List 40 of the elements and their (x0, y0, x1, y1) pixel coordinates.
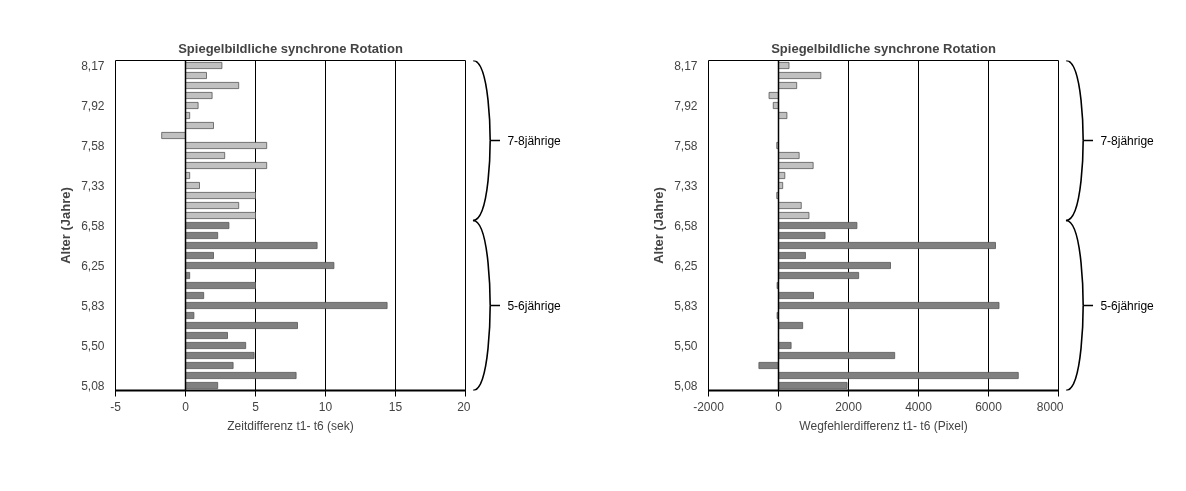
y-tick-label: 7,33 (674, 179, 698, 193)
text: 5-6jährige (507, 298, 562, 313)
x-tick-label: 0 (182, 399, 190, 414)
y-tick-label: 5,08 (81, 379, 105, 393)
y-tick-label: 5,08 (674, 379, 698, 393)
x-tick-label: 4000 (905, 399, 933, 414)
y-tick-label: 6,58 (81, 219, 105, 233)
y-tick-label: 8,17 (674, 59, 698, 73)
x-tick-label: -5 (110, 399, 122, 414)
x-tick-label: 8000 (1036, 399, 1064, 414)
x-tick-label: 5 (252, 399, 260, 414)
chart-title: Spiegelbildliche synchrone Rotation (178, 40, 403, 56)
text: 7-8jährige (507, 133, 562, 148)
y-tick-label: 6,25 (674, 259, 698, 273)
y-axis-title: Alter (Jahre) (58, 187, 74, 264)
y-tick-label: 6,25 (81, 259, 105, 273)
y-tick-label: 5,50 (81, 339, 105, 353)
y-tick-label: 5,83 (81, 299, 105, 313)
text: 5-6jährige (1100, 298, 1155, 313)
text: 7-8jährige (1100, 133, 1155, 148)
x-tick-label: 15 (388, 399, 403, 414)
y-axis-title: Alter (Jahre) (651, 187, 667, 264)
x-tick-label: 2000 (835, 399, 863, 414)
y-tick-label: 6,58 (674, 219, 698, 233)
x-tick-label: 10 (318, 399, 333, 414)
x-axis-title: Zeitdifferenz t1- t6 (sek) (227, 418, 354, 433)
x-tick-label: 20 (457, 399, 471, 414)
y-tick-label: 7,92 (674, 99, 698, 113)
y-tick-label: 7,33 (81, 179, 105, 193)
y-tick-label: 7,58 (674, 139, 698, 153)
y-tick-label: 8,17 (81, 59, 105, 73)
x-tick-label: 6000 (975, 399, 1003, 414)
x-tick-label: 0 (775, 399, 783, 414)
x-tick-label: -2000 (693, 399, 725, 414)
y-tick-label: 5,83 (674, 299, 698, 313)
y-tick-label: 7,92 (81, 99, 105, 113)
chart-title: Spiegelbildliche synchrone Rotation (771, 40, 996, 56)
y-tick-label: 7,58 (81, 139, 105, 153)
x-axis-title: Wegfehlerdifferenz t1- t6 (Pixel) (799, 418, 968, 433)
y-tick-label: 5,50 (674, 339, 698, 353)
